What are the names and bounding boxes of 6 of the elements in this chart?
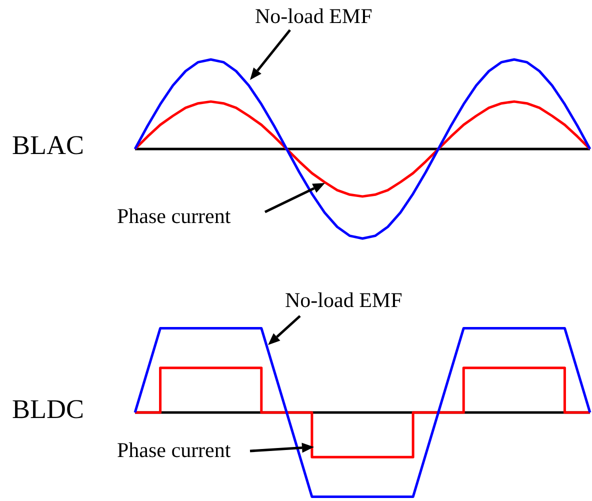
y-axis-title: BLDC (12, 394, 84, 424)
text: No-load EMF (285, 288, 402, 312)
annotation: Phase current (117, 204, 231, 228)
annotation: Phase current (117, 438, 231, 462)
text: No-load EMF (255, 4, 372, 28)
y-axis-title: BLAC (12, 130, 84, 160)
